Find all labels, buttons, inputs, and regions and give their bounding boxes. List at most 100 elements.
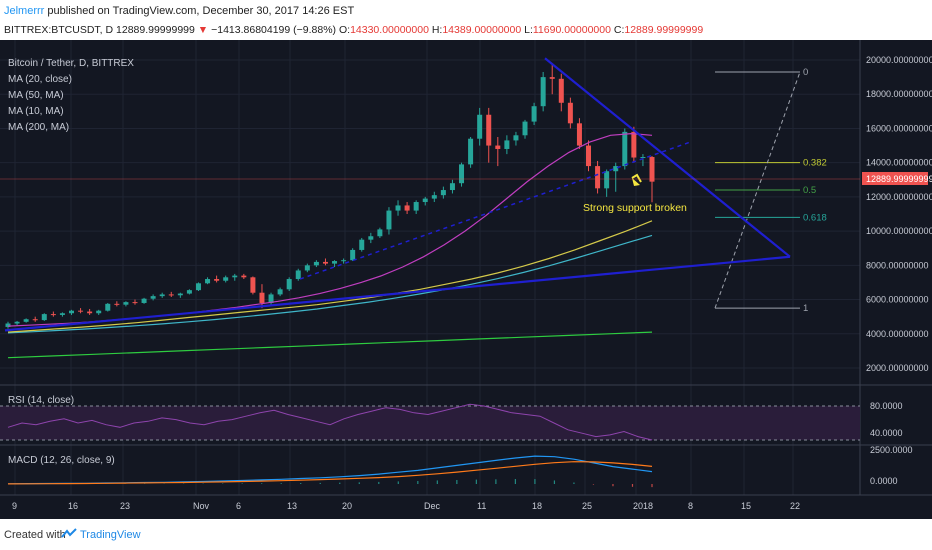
candle-body: [549, 77, 555, 79]
legend-ma10: MA (10, MA): [8, 106, 64, 117]
candle-body: [522, 121, 528, 136]
candle-body: [250, 277, 256, 293]
candle-body: [78, 310, 84, 312]
low-label: L:: [524, 24, 533, 36]
candle-body: [277, 289, 283, 295]
candle-body: [41, 314, 47, 321]
candle-body: [359, 239, 365, 250]
candle-body: [159, 294, 165, 297]
time-tick-label: 22: [790, 501, 800, 511]
candle-body: [631, 131, 637, 158]
candle-body: [304, 265, 310, 271]
time-tick-label: 2018: [633, 501, 653, 511]
ohlc-line: BITTREX:BTCUSDT, D 12889.99999999 ▼ −141…: [4, 24, 703, 36]
resistance-trendline: [544, 57, 791, 258]
candle-body: [595, 166, 601, 189]
price-tick-label: 10000.00000000: [866, 226, 932, 236]
candle-body: [395, 205, 401, 211]
rsi-line: [7, 403, 653, 441]
time-tick-label: Nov: [193, 501, 210, 511]
rsi-80-tick: 80.0000: [870, 401, 903, 411]
annotation-text[interactable]: Strong support broken: [583, 202, 687, 214]
time-tick-label: 8: [688, 501, 693, 511]
price-tick-label: 18000.00000000: [866, 89, 932, 99]
candle-body: [259, 292, 265, 303]
candle-body: [513, 135, 519, 141]
rsi-label: RSI (14, close): [8, 395, 74, 406]
candle-body: [313, 261, 319, 266]
tradingview-logo-icon: [61, 528, 77, 538]
time-tick-label: 23: [120, 501, 130, 511]
price-tick-label: 14000.00000000: [866, 158, 932, 168]
fib-label-0.618: 0.618: [803, 212, 827, 223]
candle-body: [413, 202, 419, 211]
candle-body: [322, 261, 328, 264]
fib-retracement[interactable]: 0 0.382 0.5 0.618 1: [714, 67, 827, 314]
candle-body: [459, 164, 465, 184]
candle-body: [567, 102, 573, 124]
candle-body: [377, 229, 383, 237]
publish-info: published on TradingView.com, December 3…: [47, 5, 355, 17]
candle-body: [440, 190, 446, 196]
price-change: −1413.86804199 (−9.88%): [211, 24, 337, 36]
legend-ma20: MA (20, close): [8, 74, 72, 85]
symbol-label: BITTREX:BTCUSDT, D: [4, 24, 114, 36]
legend: Bitcoin / Tether, D, BITTREX MA (20, clo…: [8, 58, 134, 133]
fib-label-0: 0: [803, 67, 808, 78]
time-tick-label: 20: [342, 501, 352, 511]
close-label: C:: [613, 24, 625, 36]
candle-body: [268, 294, 274, 303]
trendlines[interactable]: [4, 57, 791, 332]
candle-body: [531, 106, 537, 122]
candle-body: [604, 171, 610, 189]
candle-body: [123, 302, 129, 305]
high-label: H:: [431, 24, 443, 36]
candles-series: [5, 63, 655, 329]
macd-label: MACD (12, 26, close, 9): [8, 455, 115, 466]
author-link[interactable]: Jelmerrr: [4, 5, 45, 17]
price-tick-label: 4000.00000000: [866, 329, 929, 339]
time-tick-label: 11: [477, 501, 486, 511]
ma50-line: [7, 220, 653, 333]
rsi-40-tick: 40.0000: [870, 428, 903, 438]
candle-body: [640, 157, 646, 159]
chart-header: Jelmerrr published on TradingView.com, D…: [0, 0, 932, 40]
candle-body: [150, 296, 156, 299]
tradingview-link[interactable]: TradingView: [80, 529, 141, 541]
price-tick-label: 12000.00000000: [866, 192, 932, 202]
price-tick-label: 6000.00000000: [866, 295, 929, 305]
annotation-arrow-icon: [632, 178, 640, 186]
price-ticks: 20000.00000000 18000.00000000 16000.000000…: [866, 55, 932, 373]
publish-line: Jelmerrr published on TradingView.com, D…: [4, 5, 354, 17]
candle-body: [558, 78, 564, 103]
ma200-line: [7, 331, 653, 359]
high-value: 14389.00000000: [442, 24, 522, 36]
candle-body: [422, 198, 428, 203]
candle-body: [586, 145, 592, 167]
time-tick-label: 15: [741, 501, 751, 511]
price-axis[interactable]: [860, 40, 932, 495]
candle-body: [468, 138, 474, 165]
candle-body: [205, 279, 211, 284]
candle-body: [87, 311, 93, 314]
price-tick-label: 16000.00000000: [866, 123, 932, 133]
chart-canvas[interactable]: 0 0.382 0.5 0.618 1 Bitcoin / Tether, D, BIT…: [0, 40, 932, 519]
candle-body: [223, 277, 229, 281]
candle-body: [540, 77, 546, 107]
time-tick-label: 18: [532, 501, 542, 511]
time-tick-label: 13: [287, 501, 297, 511]
time-tick-label: 25: [582, 501, 592, 511]
candle-body: [132, 302, 138, 304]
candle-body: [14, 321, 20, 324]
candle-body: [368, 236, 374, 240]
candle-body: [50, 314, 56, 316]
created-with-text: Created with: [4, 529, 66, 541]
time-axis[interactable]: 9 16 23 Nov 6 13 20 Dec 11 18 25 2018 8 15 22: [12, 501, 800, 511]
candle-body: [105, 303, 111, 311]
candle-body: [114, 303, 120, 305]
time-tick-label: 16: [68, 501, 78, 511]
candle-body: [486, 114, 492, 146]
macd-histogram: [7, 479, 653, 488]
rsi-band: [0, 406, 860, 440]
last-price-badge-text: 12889.99999999: [866, 174, 932, 184]
